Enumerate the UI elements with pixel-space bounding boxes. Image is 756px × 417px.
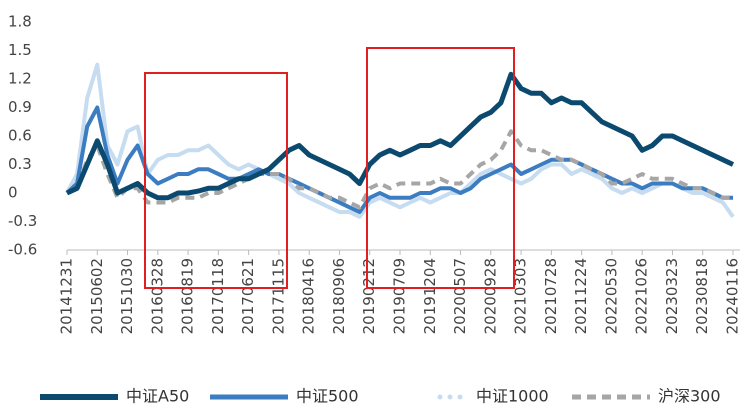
highlight-box <box>366 47 515 289</box>
y-tick-label: -0.3 <box>8 212 37 230</box>
x-tick-label: 20220530 <box>602 258 620 334</box>
x-tick-label: 20151030 <box>118 258 136 334</box>
x-tick-label: 20200928 <box>481 258 499 334</box>
x-tick-label: 20210303 <box>512 258 530 334</box>
x-tick-label: 20200507 <box>451 258 469 334</box>
legend-label: 中证A50 <box>126 387 189 406</box>
x-tick-label: 20180416 <box>300 258 318 334</box>
x-tick-label: 20230818 <box>693 258 711 334</box>
x-tick-label: 20221026 <box>633 258 651 334</box>
y-tick-label: 1.5 <box>8 41 32 59</box>
x-tick-label: 20141231 <box>58 258 76 334</box>
x-tick-label: 20171115 <box>269 258 287 334</box>
x-tick-label: 20191204 <box>421 258 439 334</box>
y-tick-label: 0.9 <box>8 98 32 116</box>
x-tick-label: 20210728 <box>542 258 560 334</box>
x-tick-label: 20211224 <box>572 258 590 334</box>
x-tick-label: 20170118 <box>209 258 227 334</box>
x-tick-label: 20160819 <box>179 258 197 334</box>
x-tick-label: 20190709 <box>391 258 409 334</box>
plot-area: -0.6 -0.3 0 0.3 0.6 0.9 1.2 1.5 1.8 20141231 20150… <box>8 13 742 406</box>
series-line <box>66 129 733 210</box>
x-tick-label: 20240116 <box>724 258 742 334</box>
x-tick-label: 20160328 <box>148 258 166 334</box>
series-line <box>65 71 735 201</box>
y-tick-label: 0.6 <box>8 127 32 145</box>
x-tick-label: 20230323 <box>663 258 681 334</box>
legend-label: 中证500 <box>296 387 359 406</box>
x-tick-label: 20180906 <box>330 258 348 334</box>
y-tick-label: 0.3 <box>8 155 32 173</box>
highlight-box <box>144 72 288 289</box>
y-tick-label: 1.2 <box>8 70 32 88</box>
x-tick-label: 20170621 <box>239 258 257 334</box>
x-tick-label: 20190212 <box>360 258 378 334</box>
series-line <box>65 105 733 214</box>
series-line <box>65 62 735 219</box>
y-tick-label: -0.6 <box>8 241 37 259</box>
y-tick-label: 0 <box>8 184 18 202</box>
legend-label: 沪深300 <box>658 387 721 406</box>
legend-label: 中证1000 <box>476 387 549 406</box>
y-tick-label: 1.8 <box>8 13 32 31</box>
x-tick-label: 20150602 <box>88 258 106 334</box>
